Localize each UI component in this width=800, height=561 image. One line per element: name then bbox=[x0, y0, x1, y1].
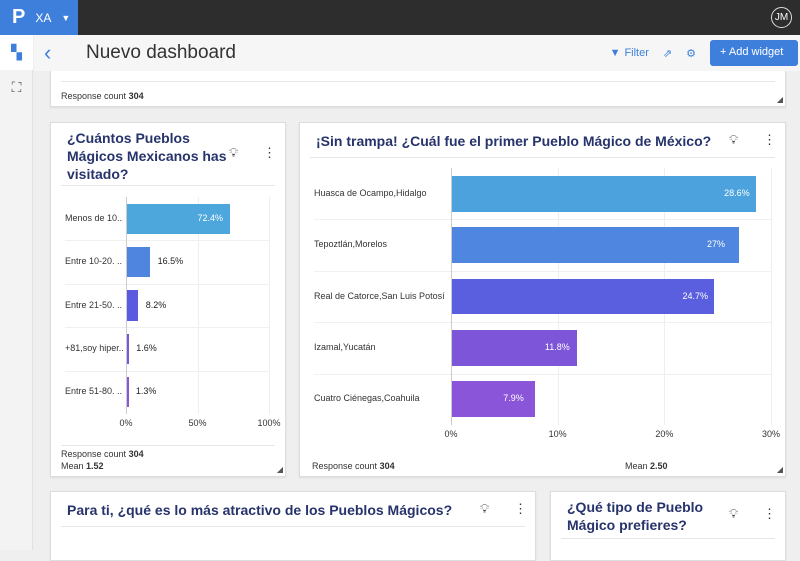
category-label: Cuatro Ciénegas,Coahuila bbox=[314, 393, 420, 404]
bar bbox=[126, 203, 230, 234]
response-count: Response count 304 bbox=[312, 461, 395, 471]
top-widget: Response count 304 ◢ bbox=[50, 71, 786, 107]
row-divider bbox=[65, 240, 269, 242]
back-icon[interactable]: ‹ bbox=[44, 40, 52, 65]
bar bbox=[451, 227, 739, 264]
value-label: 24.7% bbox=[682, 290, 708, 301]
x-tick-label: 0% bbox=[444, 429, 458, 439]
row-divider bbox=[314, 373, 771, 375]
value-label: 11.8% bbox=[544, 341, 570, 352]
category-label: Huasca de Ocampo,Hidalgo bbox=[314, 187, 427, 198]
category-label: Izamal,Yucatán bbox=[314, 341, 376, 352]
lightbulb-icon[interactable]: 💡︎ bbox=[229, 145, 239, 160]
axis-line bbox=[451, 168, 452, 425]
lightbulb-icon[interactable]: 💡︎ bbox=[729, 132, 739, 147]
value-label: 7.9% bbox=[503, 393, 524, 404]
x-tick-label: 20% bbox=[655, 429, 674, 439]
category-label: Tepoztlán,Morelos bbox=[314, 239, 388, 250]
widget-primer-pueblo: ¡Sin trampa! ¿Cuál fue el primer Pueblo … bbox=[299, 122, 786, 477]
bar bbox=[126, 333, 129, 365]
scan-icon[interactable]: ⛶ bbox=[11, 79, 22, 95]
page-title: Nuevo dashboard bbox=[86, 42, 236, 63]
widget-title: ¿Cuántos Pueblos Mágicos Mexicanos has v… bbox=[67, 130, 227, 182]
gridline bbox=[771, 168, 772, 425]
share-icon[interactable]: ⇗ bbox=[662, 47, 673, 60]
category-label: Menos de 10... bbox=[65, 212, 123, 223]
add-widget-label: Add widget bbox=[728, 46, 784, 58]
response-count: Response count 304 bbox=[61, 91, 144, 101]
top-bar: P XA ▼ JM bbox=[0, 0, 800, 35]
x-tick-label: 50% bbox=[188, 418, 207, 428]
avatar[interactable]: JM bbox=[771, 7, 792, 28]
more-icon[interactable]: ⋮ bbox=[263, 145, 276, 160]
bar bbox=[451, 381, 536, 418]
gear-icon[interactable]: ⚙ bbox=[686, 47, 696, 60]
bar bbox=[451, 329, 577, 366]
value-label: 16.5% bbox=[157, 256, 184, 267]
row-divider bbox=[314, 219, 771, 221]
lightbulb-icon[interactable]: 💡︎ bbox=[480, 501, 490, 516]
row-divider bbox=[65, 370, 269, 372]
gridline bbox=[197, 197, 199, 414]
row-divider bbox=[65, 283, 269, 285]
value-label: 1.6% bbox=[136, 342, 157, 353]
bar bbox=[126, 290, 138, 321]
mean: Mean 2.50 bbox=[625, 461, 668, 471]
filter-button[interactable]: ▼ Filter bbox=[610, 47, 649, 59]
row-divider bbox=[65, 327, 269, 329]
filter-icon: ▼ bbox=[609, 47, 621, 59]
sidebar: ▚ ⛶ bbox=[0, 35, 33, 550]
more-icon[interactable]: ⋮ bbox=[763, 132, 776, 147]
bar bbox=[126, 246, 150, 278]
widget-pueblos-visitados: ¿Cuántos Pueblos Mágicos Mexicanos has v… bbox=[50, 122, 286, 477]
widget-title: Para ti, ¿qué es lo más atractivo de los… bbox=[67, 502, 453, 518]
widget-atractivo: Para ti, ¿qué es lo más atractivo de los… bbox=[50, 491, 536, 561]
bar bbox=[126, 377, 129, 408]
row-divider bbox=[314, 322, 771, 324]
x-tick-label: 30% bbox=[761, 429, 781, 439]
x-tick-label: 0% bbox=[119, 418, 133, 428]
category-label: Entre 10-20. .. bbox=[65, 256, 123, 267]
value-label: 27% bbox=[707, 239, 726, 250]
more-icon[interactable]: ⋮ bbox=[514, 501, 527, 516]
bar bbox=[451, 175, 757, 212]
category-label: Real de Catorce,San Luis Potosí bbox=[314, 290, 445, 301]
x-tick-label: 100% bbox=[257, 418, 281, 428]
workspace-name: XA bbox=[35, 10, 52, 25]
resize-handle[interactable]: ◢ bbox=[776, 95, 783, 104]
value-label: 8.2% bbox=[145, 299, 167, 310]
x-tick-label: 10% bbox=[548, 429, 567, 439]
category-label: Entre 51-80. .. bbox=[65, 386, 123, 397]
widget-title: ¡Sin trampa! ¿Cuál fue el primer Pueblo … bbox=[316, 133, 712, 149]
logo: P bbox=[12, 6, 26, 28]
widget-title: ¿Qué tipo de Pueblo Mágico prefieres? bbox=[567, 499, 704, 533]
more-icon[interactable]: ⋮ bbox=[763, 506, 776, 521]
page-header: ‹ Nuevo dashboard ▼ Filter ⇗ ⚙ + Add widg… bbox=[34, 35, 800, 71]
axis-line bbox=[126, 197, 127, 414]
value-label: 28.6% bbox=[724, 187, 750, 198]
resize-handle[interactable]: ◢ bbox=[276, 465, 283, 474]
bar bbox=[451, 278, 715, 315]
filter-label: Filter bbox=[624, 47, 649, 59]
category-label: +81,soy hiper.. bbox=[65, 342, 123, 353]
widget-tipo-pueblo: ¿Qué tipo de Pueblo Mágico prefieres? 💡︎… bbox=[550, 491, 786, 561]
dashboard-icon[interactable]: ▚ bbox=[0, 35, 33, 70]
chevron-down-icon: ▼ bbox=[61, 12, 71, 23]
add-widget-button[interactable]: + Add widget bbox=[710, 40, 798, 66]
value-label: 1.3% bbox=[135, 386, 157, 397]
response-count: Response count 304 bbox=[61, 449, 144, 459]
value-label: 72.4% bbox=[197, 212, 224, 223]
resize-handle[interactable]: ◢ bbox=[776, 465, 783, 474]
gridline bbox=[269, 197, 270, 414]
row-divider bbox=[314, 270, 771, 272]
mean: Mean 1.52 bbox=[61, 461, 104, 471]
lightbulb-icon[interactable]: 💡︎ bbox=[729, 506, 739, 521]
category-label: Entre 21-50. .. bbox=[65, 299, 123, 310]
workspace-switcher[interactable]: P XA ▼ bbox=[0, 0, 78, 35]
